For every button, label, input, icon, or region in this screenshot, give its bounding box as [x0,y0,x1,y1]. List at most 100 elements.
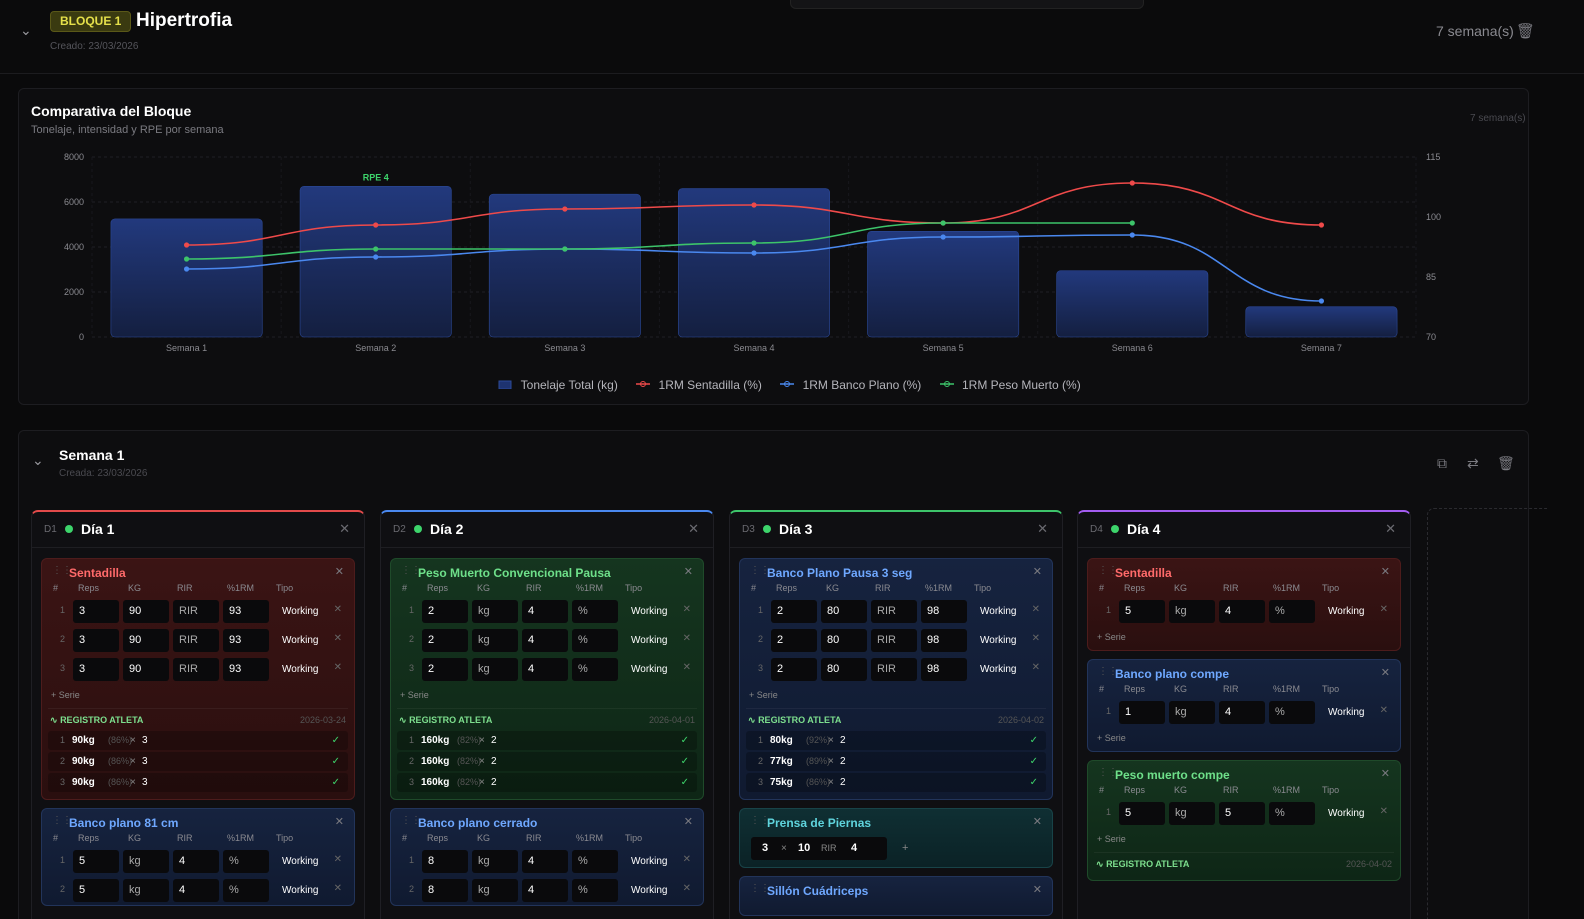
kg-input[interactable]: kg [123,850,169,873]
kg-input[interactable]: kg [472,879,518,902]
remove-day-close-icon[interactable]: ✕ [1385,521,1396,536]
remove-exercise-close-icon[interactable]: ✕ [1380,667,1390,679]
swap-week-arrows-icon[interactable]: ⇄ [1467,455,1479,471]
type-select[interactable]: Working [980,635,1017,646]
percent-1rm-input[interactable]: 93 [223,629,269,652]
reps-input[interactable]: 5 [1119,600,1165,623]
compact-add-button[interactable]: + [902,842,909,854]
kg-input[interactable]: kg [1169,600,1215,623]
legend-sentadilla[interactable]: 1RM Sentadilla (%) [636,378,767,392]
remove-exercise-close-icon[interactable]: ✕ [683,566,693,578]
day-name[interactable]: Día 4 [1127,521,1161,537]
rir-input[interactable]: 4 [522,658,568,681]
exercise-name[interactable]: Prensa de Piernas [767,816,872,830]
percent-1rm-input[interactable]: % [1269,600,1315,623]
drag-handle-icon[interactable]: ⋮⋮ [1098,666,1118,677]
type-select[interactable]: Working [631,635,668,646]
remove-set-close-icon[interactable]: ✕ [682,883,691,894]
percent-1rm-input[interactable]: % [572,879,618,902]
rir-input[interactable]: 4 [522,850,568,873]
type-select[interactable]: Working [1328,808,1365,819]
kg-input[interactable]: 80 [821,658,867,681]
type-select[interactable]: Working [631,885,668,896]
reps-input[interactable]: 8 [422,879,468,902]
rir-input[interactable]: RIR [173,658,219,681]
kg-input[interactable]: 80 [821,629,867,652]
exercise-name[interactable]: Banco plano cerrado [418,816,538,830]
kg-input[interactable]: 90 [123,658,169,681]
drag-handle-icon[interactable]: ⋮⋮ [401,565,421,576]
drag-handle-icon[interactable]: ⋮⋮ [401,815,421,826]
rir-input[interactable]: 4 [522,629,568,652]
legend-peso-muerto[interactable]: 1RM Peso Muerto (%) [939,378,1086,392]
percent-1rm-input[interactable]: % [223,879,269,902]
percent-1rm-input[interactable]: % [572,658,618,681]
remove-set-close-icon[interactable]: ✕ [1379,604,1388,615]
collapse-block-chevron-icon[interactable]: ⌄ [20,22,32,38]
remove-exercise-close-icon[interactable]: ✕ [1032,884,1042,896]
rir-input[interactable]: RIR [871,600,917,623]
rir-input[interactable]: 4 [522,600,568,623]
day-name[interactable]: Día 3 [779,521,813,537]
remove-set-close-icon[interactable]: ✕ [1031,604,1040,615]
compact-set-box[interactable] [751,837,887,860]
remove-set-close-icon[interactable]: ✕ [333,883,342,894]
reps-input[interactable]: 8 [422,850,468,873]
rir-input[interactable]: RIR [871,658,917,681]
kg-input[interactable]: 80 [821,600,867,623]
percent-1rm-input[interactable]: % [223,850,269,873]
drag-handle-icon[interactable]: ⋮⋮ [1098,767,1118,778]
percent-1rm-input[interactable]: % [572,600,618,623]
drag-handle-icon[interactable]: ⋮⋮ [750,883,770,894]
remove-set-close-icon[interactable]: ✕ [1379,705,1388,716]
type-select[interactable]: Working [1328,606,1365,617]
remove-set-close-icon[interactable]: ✕ [333,854,342,865]
reps-input[interactable]: 2 [771,658,817,681]
exercise-name[interactable]: Sillón Cuádriceps [767,884,869,898]
exercise-name[interactable]: Sentadilla [69,566,126,580]
percent-1rm-input[interactable]: % [1269,701,1315,724]
type-select[interactable]: Working [282,635,319,646]
exercise-name[interactable]: Peso Muerto Convencional Pausa [418,566,611,580]
exercise-name[interactable]: Peso muerto compe [1115,768,1230,782]
remove-day-close-icon[interactable]: ✕ [339,521,350,536]
collapse-week-chevron-icon[interactable]: ⌄ [32,452,44,468]
percent-1rm-input[interactable]: 93 [223,600,269,623]
delete-week-trash-icon[interactable]: 🗑 [1497,455,1515,471]
compact-sets[interactable]: 3 [762,842,769,854]
rir-input[interactable]: RIR [173,600,219,623]
kg-input[interactable]: kg [123,879,169,902]
legend-tonelaje[interactable]: Tonelaje Total (kg) [498,378,623,392]
add-day-dropzone[interactable] [1427,508,1547,919]
rir-input[interactable]: 5 [1219,802,1265,825]
reps-input[interactable]: 2 [422,629,468,652]
duplicate-week-copy-icon[interactable]: ⧉ [1437,455,1447,471]
drag-handle-icon[interactable]: ⋮⋮ [750,815,770,826]
remove-exercise-close-icon[interactable]: ✕ [334,566,344,578]
remove-set-close-icon[interactable]: ✕ [1031,662,1040,673]
rir-input[interactable]: 4 [173,850,219,873]
type-select[interactable]: Working [1328,707,1365,718]
kg-input[interactable]: kg [1169,802,1215,825]
rir-input[interactable]: RIR [173,629,219,652]
remove-set-close-icon[interactable]: ✕ [333,633,342,644]
percent-1rm-input[interactable]: % [572,629,618,652]
drag-handle-icon[interactable]: ⋮⋮ [750,565,770,576]
type-select[interactable]: Working [980,606,1017,617]
type-select[interactable]: Working [631,856,668,867]
remove-exercise-close-icon[interactable]: ✕ [334,816,344,828]
kg-input[interactable]: kg [472,658,518,681]
exercise-name[interactable]: Banco plano 81 cm [69,816,179,830]
remove-day-close-icon[interactable]: ✕ [1037,521,1048,536]
reps-input[interactable]: 3 [73,658,119,681]
exercise-name[interactable]: Sentadilla [1115,566,1172,580]
add-serie-button[interactable]: + Serie [400,690,429,700]
reps-input[interactable]: 1 [1119,701,1165,724]
reps-input[interactable]: 2 [422,600,468,623]
reps-input[interactable]: 2 [771,600,817,623]
day-name[interactable]: Día 2 [430,521,464,537]
remove-set-close-icon[interactable]: ✕ [682,854,691,865]
rir-input[interactable]: 4 [1219,701,1265,724]
legend-banco[interactable]: 1RM Banco Plano (%) [780,378,926,392]
type-select[interactable]: Working [631,664,668,675]
